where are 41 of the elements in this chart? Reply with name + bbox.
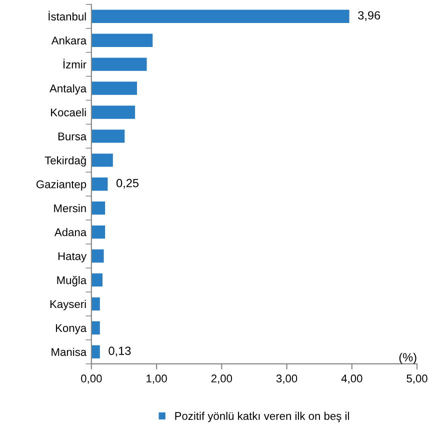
bar	[91, 82, 138, 95]
bar	[91, 201, 106, 215]
y-tick-label: İzmir	[64, 58, 86, 68]
bar	[91, 345, 100, 358]
y-tick-label: Adana	[54, 228, 87, 236]
x-tick-label: 3,00	[276, 374, 298, 384]
bar	[91, 130, 125, 143]
data-label: 0,13	[108, 346, 131, 356]
bar	[91, 34, 153, 47]
y-tick-label: Gaziantep	[36, 180, 86, 190]
y-tick-label: Manisa	[52, 348, 87, 356]
bar	[91, 154, 113, 167]
y-tick-label: Bursa	[58, 132, 87, 140]
x-tick-label: 5,00	[406, 374, 428, 384]
y-tick-label: Tekirdağ	[44, 156, 86, 167]
x-tick-label: 1,00	[146, 374, 167, 384]
y-tick-label: Antalya	[50, 84, 87, 95]
data-label: 3,96	[358, 11, 380, 21]
y-tick-label: Hatay	[58, 252, 87, 262]
y-tick-label: İstanbul	[48, 10, 86, 21]
x-tick-label: 2,00	[211, 374, 232, 384]
y-tick-label: Mersin	[54, 204, 86, 212]
bar	[91, 273, 102, 287]
x-tick-label: 4,00	[341, 374, 362, 384]
x-tick-label: 0,00	[81, 374, 102, 384]
y-tick-label: Konya	[56, 324, 87, 334]
bar	[91, 106, 136, 119]
bar	[91, 58, 147, 71]
bar	[91, 178, 108, 191]
y-tick-label: Muğla	[57, 276, 87, 286]
data-label: 0,25	[116, 178, 139, 189]
y-tick-label: Kocaeli	[51, 108, 86, 116]
annotation: (%)	[399, 352, 416, 364]
bar	[91, 10, 350, 23]
y-tick-label: Ankara	[51, 36, 87, 44]
bar	[91, 321, 100, 334]
y-tick-label: Kayseri	[50, 300, 86, 310]
bar	[91, 297, 100, 311]
legend-label: Pozitif yönlü katkı veren ilk on beş il	[175, 412, 349, 422]
bar	[91, 225, 106, 239]
bar	[91, 249, 104, 263]
